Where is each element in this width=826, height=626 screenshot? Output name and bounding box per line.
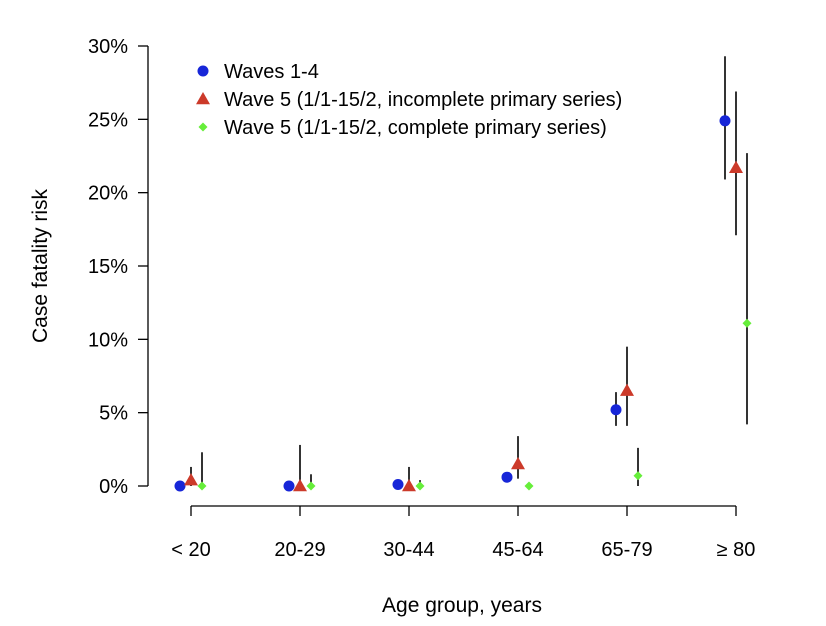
legend-label: Wave 5 (1/1-15/2, complete primary serie… <box>224 117 607 139</box>
data-point <box>501 471 513 483</box>
y-axis-title: Case fatality risk <box>29 188 52 343</box>
data-point <box>415 481 425 491</box>
data-point <box>633 471 643 481</box>
x-axis-title: Age group, years <box>382 594 542 617</box>
x-tick-label: 30-44 <box>383 539 434 561</box>
legend-marker <box>196 92 210 105</box>
data-points <box>174 115 752 492</box>
legend-marker <box>197 65 209 77</box>
legend-marker <box>198 122 208 132</box>
y-tick-label: 25% <box>88 109 128 131</box>
data-point <box>293 479 307 492</box>
data-point <box>719 115 731 127</box>
x-tick-label: 45-64 <box>492 539 543 561</box>
data-point <box>197 481 207 491</box>
y-tick-label: 0% <box>99 476 128 498</box>
y-tick-label: 30% <box>88 36 128 58</box>
y-tick-label: 5% <box>99 403 128 425</box>
data-point <box>511 457 525 470</box>
data-point <box>402 479 416 492</box>
data-point <box>620 383 634 396</box>
data-point <box>524 481 534 491</box>
data-point <box>184 473 198 486</box>
y-tick-label: 10% <box>88 329 128 351</box>
data-point <box>174 480 186 492</box>
data-point <box>742 318 752 328</box>
legend-label: Wave 5 (1/1-15/2, incomplete primary ser… <box>224 89 622 111</box>
data-point <box>306 481 316 491</box>
y-tick-label: 15% <box>88 256 128 278</box>
y-tick-label: 20% <box>88 183 128 205</box>
data-point <box>392 479 404 491</box>
x-tick-label: ≥ 80 <box>717 539 756 561</box>
legend: Waves 1-4 Wave 5 (1/1-15/2, incomplete pr… <box>196 61 622 139</box>
x-tick-label: 65-79 <box>601 539 652 561</box>
data-point <box>610 404 622 416</box>
axes <box>147 46 736 507</box>
data-point <box>729 160 743 173</box>
data-point <box>283 480 295 492</box>
x-tick-label: < 20 <box>171 539 210 561</box>
legend-label: Waves 1-4 <box>224 61 319 83</box>
x-tick-label: 20-29 <box>274 539 325 561</box>
ticks: 0% 5% 10% 15% 20% 25% 30% < 20 20-29 30-44 45-64 65… <box>88 36 755 561</box>
